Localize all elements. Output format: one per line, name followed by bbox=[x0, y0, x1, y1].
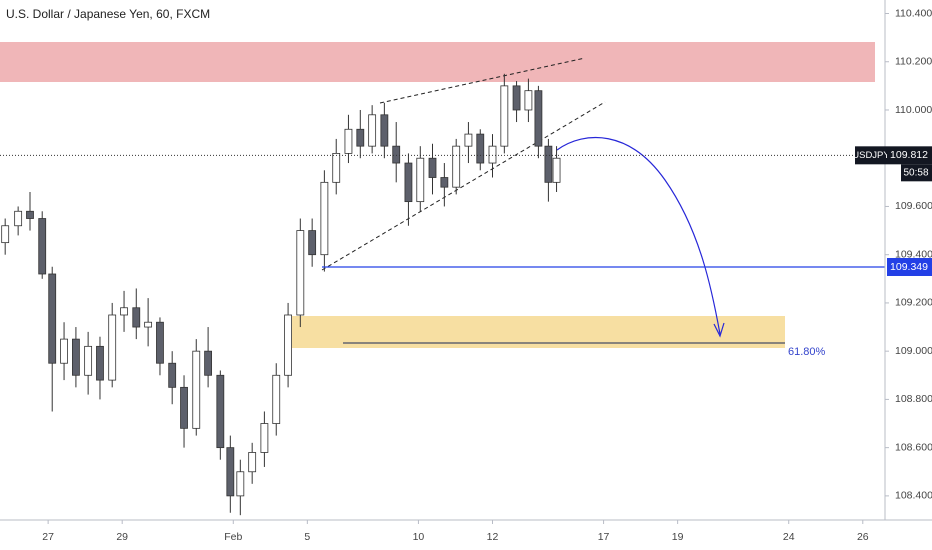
candle-body bbox=[368, 114, 377, 147]
candle-body bbox=[1, 225, 10, 244]
level-label: 109.349 bbox=[890, 261, 928, 273]
y-tick-label: 108.400 bbox=[895, 490, 932, 502]
candle-body bbox=[204, 350, 213, 376]
countdown-box bbox=[901, 164, 932, 182]
y-tick-label: 109.200 bbox=[895, 297, 932, 309]
y-tick-label: 109.000 bbox=[895, 345, 932, 357]
chart-title: U.S. Dollar / Japanese Yen, 60, FXCM bbox=[6, 7, 210, 21]
candle-body bbox=[524, 90, 533, 111]
y-tick-label: 108.600 bbox=[895, 441, 932, 453]
x-tick-label: 26 bbox=[857, 531, 869, 543]
candle-body bbox=[26, 210, 34, 219]
candle-body bbox=[534, 90, 543, 147]
candle-body bbox=[132, 307, 141, 328]
candle-body bbox=[216, 374, 225, 449]
x-tick-label: 5 bbox=[304, 531, 310, 543]
price-label: 109.812 bbox=[890, 149, 928, 161]
symbol-label: USDJPY bbox=[852, 150, 890, 161]
trend-line bbox=[321, 101, 606, 271]
x-tick-label: 24 bbox=[783, 531, 795, 543]
candle-body bbox=[332, 152, 341, 183]
candle-body bbox=[192, 350, 201, 429]
candle-body bbox=[552, 157, 561, 183]
candle-body bbox=[488, 145, 497, 164]
candle-body bbox=[500, 85, 509, 147]
forecast-arrow bbox=[556, 136, 721, 335]
candle-body bbox=[96, 345, 104, 381]
price-box bbox=[887, 146, 932, 165]
resistance-zone bbox=[0, 42, 875, 82]
candle-body bbox=[452, 145, 461, 188]
x-tick-label: 17 bbox=[598, 531, 610, 543]
x-tick-label: 27 bbox=[42, 531, 54, 543]
candle-body bbox=[14, 210, 23, 227]
candle-body bbox=[544, 145, 553, 183]
candle-body bbox=[72, 338, 80, 376]
candle-body bbox=[48, 273, 57, 364]
candle-body bbox=[296, 230, 305, 316]
x-tick-label: 29 bbox=[116, 531, 128, 543]
candle-body bbox=[168, 362, 177, 388]
y-tick-label: 110.200 bbox=[895, 56, 932, 68]
x-tick-label: 10 bbox=[413, 531, 425, 543]
x-tick-label: 12 bbox=[487, 531, 499, 543]
x-tick-label: Feb bbox=[224, 531, 242, 543]
candle-body bbox=[320, 181, 329, 256]
level-box bbox=[887, 257, 932, 276]
candle-body bbox=[108, 314, 117, 381]
candle-body bbox=[248, 452, 257, 473]
candle-body bbox=[38, 218, 47, 275]
candle-body bbox=[416, 157, 425, 203]
candle-body bbox=[180, 386, 188, 429]
x-tick-label: 19 bbox=[672, 531, 684, 543]
candle-body bbox=[272, 374, 281, 424]
candle-body bbox=[356, 128, 365, 147]
candle-body bbox=[260, 423, 269, 453]
candle-body bbox=[464, 133, 473, 147]
candle-body bbox=[428, 157, 437, 178]
candle-body bbox=[84, 345, 93, 376]
candle-body bbox=[380, 114, 389, 147]
symbol-box bbox=[855, 146, 887, 165]
candle-body bbox=[440, 177, 449, 188]
candle-body bbox=[156, 321, 164, 364]
candle-body bbox=[308, 230, 317, 256]
countdown-label: 50:58 bbox=[903, 167, 928, 178]
y-tick-label: 110.400 bbox=[895, 7, 932, 19]
candle-body bbox=[392, 145, 401, 164]
y-tick-label: 110.000 bbox=[895, 104, 932, 116]
candle-body bbox=[144, 321, 153, 328]
candle-body bbox=[476, 133, 485, 164]
candle-body bbox=[120, 307, 128, 316]
fib-label: 61.80% bbox=[788, 346, 826, 358]
candle-body bbox=[512, 85, 521, 111]
candle-body bbox=[344, 128, 353, 154]
arrow-head bbox=[713, 322, 725, 338]
y-tick-label: 108.800 bbox=[895, 393, 932, 405]
candle-body bbox=[236, 471, 245, 497]
candle-body bbox=[226, 447, 235, 497]
candle-body bbox=[60, 338, 68, 364]
candle-body bbox=[284, 314, 292, 376]
y-tick-label: 109.400 bbox=[895, 248, 932, 260]
y-tick-label: 109.600 bbox=[895, 200, 932, 212]
candle-body bbox=[404, 162, 413, 203]
